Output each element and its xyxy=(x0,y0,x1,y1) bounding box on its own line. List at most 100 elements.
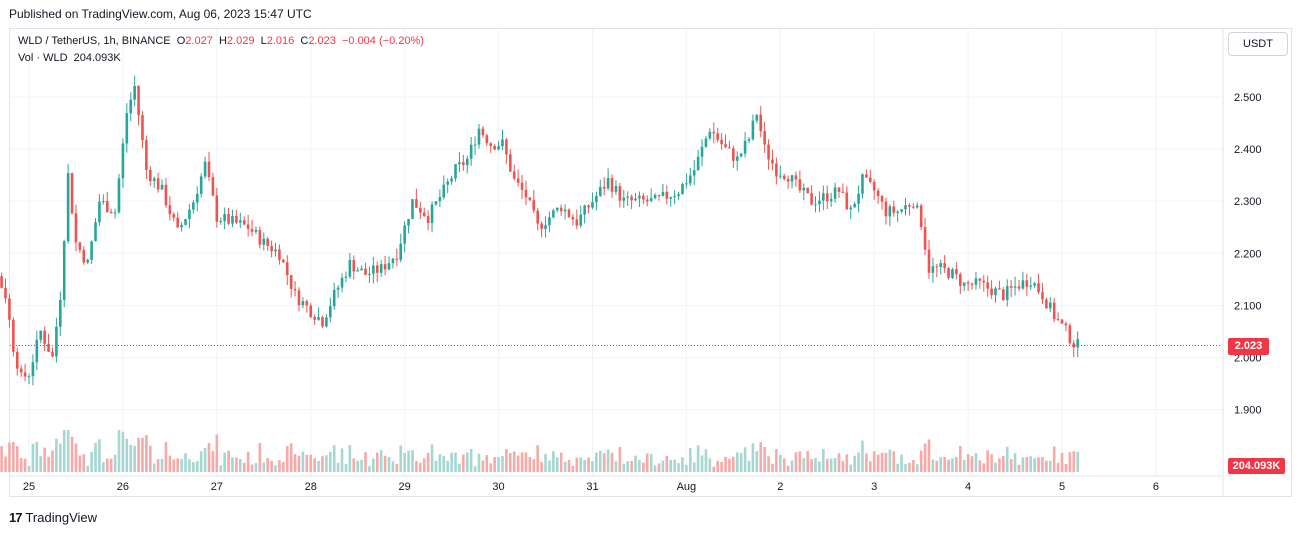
volume-bar xyxy=(669,459,673,472)
volume-bar xyxy=(1017,464,1021,472)
candle-body xyxy=(688,175,692,184)
candle-body xyxy=(598,186,602,196)
candle-body xyxy=(66,173,70,242)
candle-body xyxy=(109,211,113,214)
candle-body xyxy=(489,143,493,146)
candle-body xyxy=(896,211,899,213)
candle-body xyxy=(59,299,62,327)
candle-body xyxy=(1072,343,1076,348)
candle-body xyxy=(266,238,269,246)
candle-body xyxy=(1076,339,1079,348)
volume-bar xyxy=(1064,463,1068,472)
volume-bar xyxy=(211,450,215,472)
volume-bar xyxy=(888,449,892,472)
candle-body xyxy=(528,197,532,201)
volume-label[interactable]: Vol · WLD xyxy=(18,52,68,64)
volume-bar xyxy=(152,463,156,472)
candle-body xyxy=(51,351,54,357)
volume-bar xyxy=(825,458,829,472)
volume-bar xyxy=(915,464,919,472)
candle-body xyxy=(160,184,164,190)
candle-body xyxy=(1060,319,1064,324)
candle-body xyxy=(305,301,309,306)
candle-body xyxy=(35,339,39,363)
candle-body xyxy=(1021,280,1025,289)
volume-bar xyxy=(716,460,719,472)
time-tick-label: 28 xyxy=(305,481,317,493)
candle-body xyxy=(712,131,716,134)
volume-bar xyxy=(391,461,395,472)
volume-bar xyxy=(207,442,211,472)
candle-body xyxy=(219,221,223,223)
candle-body xyxy=(1064,323,1068,326)
low-value: 2.016 xyxy=(266,35,295,47)
currency-button[interactable]: USDT xyxy=(1228,32,1288,56)
volume-bar xyxy=(27,465,31,472)
candle-body xyxy=(673,195,676,198)
candle-body xyxy=(172,214,176,218)
volume-bar xyxy=(591,461,594,472)
volume-bar xyxy=(360,459,363,472)
symbol-label[interactable]: WLD / TetherUS, 1h, BINANCE xyxy=(18,35,171,47)
time-tick-label: 5 xyxy=(1059,481,1065,493)
candle-body xyxy=(422,212,426,217)
volume-bar xyxy=(986,450,989,472)
candle-body xyxy=(775,163,778,177)
volume-bar xyxy=(282,461,285,472)
volume-bar xyxy=(383,455,387,472)
time-tick-label: Aug xyxy=(677,481,697,493)
candle-body xyxy=(387,263,391,270)
candle-body xyxy=(203,161,207,177)
candle-body xyxy=(587,205,590,208)
candle-body xyxy=(156,178,160,190)
volume-bar xyxy=(313,458,316,472)
candle-body xyxy=(391,258,395,264)
candle-body xyxy=(786,178,790,182)
candle-body xyxy=(1056,319,1060,321)
tradingview-brand[interactable]: 17 TradingView xyxy=(9,510,97,525)
volume-bar xyxy=(947,459,950,472)
candle-body xyxy=(857,193,860,204)
candle-body xyxy=(861,174,864,194)
volume-bar xyxy=(520,452,524,472)
volume-bar xyxy=(516,455,520,472)
volume-bar xyxy=(661,460,665,472)
volume-bar xyxy=(364,452,367,472)
ohlc-legend: WLD / TetherUS, 1h, BINANCE O2.027 H2.02… xyxy=(18,35,424,47)
volume-bar xyxy=(192,462,195,472)
candle-body xyxy=(278,249,281,260)
volume-bar xyxy=(822,449,825,472)
volume-bar xyxy=(168,455,172,472)
volume-bar xyxy=(610,452,614,472)
volume-bar xyxy=(477,453,481,472)
candle-body xyxy=(1033,283,1036,286)
volume-bar xyxy=(630,461,633,472)
candle-body xyxy=(735,156,739,161)
volume-bar xyxy=(626,461,629,472)
candle-body xyxy=(258,230,262,245)
volume-bar xyxy=(567,459,571,472)
volume-bar xyxy=(595,452,598,472)
candle-body xyxy=(1017,286,1021,289)
volume-bar xyxy=(759,442,763,472)
time-tick-label: 2 xyxy=(777,481,783,493)
candle-body xyxy=(638,195,641,199)
volume-bar xyxy=(121,431,125,472)
candle-body xyxy=(614,186,618,192)
volume-bar xyxy=(1002,456,1005,472)
volume-bar xyxy=(583,459,586,472)
volume-bar xyxy=(419,462,422,472)
volume-bar xyxy=(399,445,403,472)
candle-body xyxy=(966,282,970,284)
candle-body xyxy=(540,223,543,230)
candle-body xyxy=(375,265,379,273)
volume-bar xyxy=(66,430,70,472)
time-tick-label: 31 xyxy=(586,481,598,493)
volume-bar xyxy=(958,445,962,472)
volume-bar xyxy=(708,458,712,472)
time-tick-label: 3 xyxy=(871,481,877,493)
candle-body xyxy=(450,178,453,182)
time-tick-label: 4 xyxy=(965,481,971,493)
candle-body xyxy=(70,173,74,214)
